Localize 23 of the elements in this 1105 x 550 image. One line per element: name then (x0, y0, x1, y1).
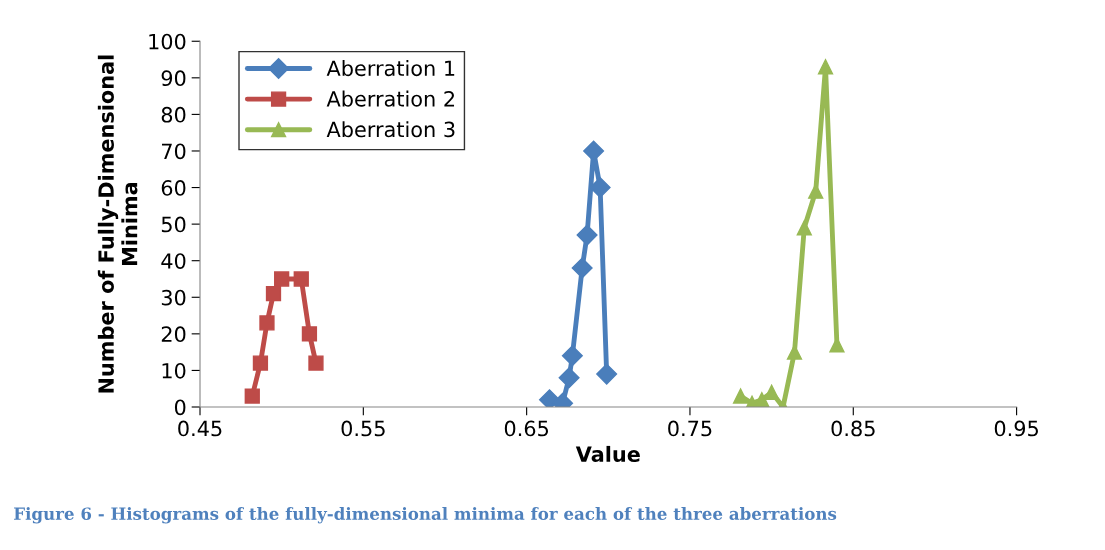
legend-label: Aberration 1 (326, 60, 455, 77)
y-tick-label: 100 (149, 33, 186, 50)
y-tick-label: 90 (161, 70, 186, 87)
y-tick-label: 50 (161, 216, 186, 233)
y-tick-label: 0 (174, 399, 186, 416)
x-tick-label: 0.55 (341, 420, 385, 437)
y-tick-label: 40 (161, 253, 186, 269)
x-tick-label: 0.65 (504, 420, 549, 437)
x-axis-title: Value (575, 445, 640, 463)
caption: Figure 6 - Histograms of the fully-dimensional minima for each of the three aberrations (14, 507, 837, 524)
x-tick-label: 0.85 (831, 420, 875, 437)
x-tick-label: 0.75 (668, 420, 712, 437)
legend-label: Aberration 3 (326, 121, 455, 138)
legend-label: Aberration 2 (326, 90, 455, 107)
y-tick-label: 30 (161, 289, 186, 306)
y-tick-label: 10 (162, 362, 186, 379)
y-axis-title: Number of Fully-Dimensional Minima (97, 55, 138, 393)
y-tick-label: 70 (162, 143, 186, 160)
y-tick-label: 20 (161, 326, 186, 343)
x-tick-label: 0.45 (178, 420, 222, 437)
y-tick-label: 60 (161, 180, 186, 196)
y-tick-label: 80 (161, 106, 186, 123)
x-tick-label: 0.95 (994, 420, 1038, 437)
